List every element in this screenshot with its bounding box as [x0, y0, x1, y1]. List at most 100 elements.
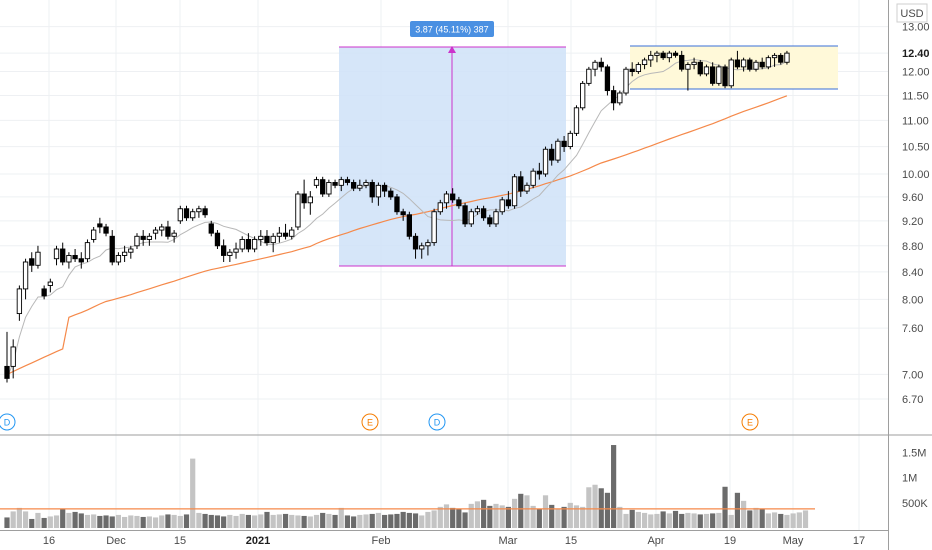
- candle-body: [598, 61, 604, 68]
- candle-body: [289, 229, 295, 237]
- candle-body: [400, 211, 406, 216]
- candle: [35, 245, 41, 269]
- volume-bar: [388, 514, 394, 528]
- candle-body: [208, 223, 214, 234]
- volume-bar: [753, 507, 759, 528]
- candle-body: [679, 54, 685, 70]
- candle-body: [214, 232, 221, 247]
- candle: [177, 205, 183, 224]
- candle-body: [641, 59, 648, 66]
- volume-bar: [468, 503, 474, 528]
- volume-bar: [586, 487, 592, 528]
- candle-body: [567, 132, 573, 148]
- price-axis[interactable]: USD 6.70 7.00 7.60 8.00 8.40 8.80 9.20 9.60 10.0…: [896, 3, 930, 406]
- candle: [208, 220, 214, 237]
- volume-bar: [109, 516, 115, 528]
- measure-tool[interactable]: 3.87 (45.11%) 387: [339, 21, 566, 267]
- volume-bar: [103, 515, 109, 528]
- volume-bar: [122, 516, 128, 528]
- candle-body: [109, 235, 115, 263]
- volume-tick-label: 1M: [902, 473, 917, 485]
- range-box[interactable]: [630, 45, 838, 90]
- candle: [641, 57, 648, 70]
- candle-body: [604, 66, 611, 92]
- event-marker[interactable]: D: [428, 413, 446, 431]
- candle: [326, 179, 332, 197]
- price-tick-label: 11.00: [902, 115, 929, 127]
- candle: [648, 50, 654, 67]
- volume-axis[interactable]: 500K 1M 1.5M: [902, 448, 928, 510]
- candle: [264, 230, 270, 246]
- currency-label: USD: [900, 8, 923, 20]
- candle: [53, 245, 60, 266]
- volume-bar: [771, 512, 778, 528]
- volume-bar: [177, 515, 183, 528]
- candle-body: [196, 208, 202, 213]
- price-tick-label: 8.80: [902, 241, 923, 253]
- candle-body: [53, 248, 60, 260]
- candle-body: [443, 193, 450, 204]
- volume-tick-label: 1.5M: [902, 448, 926, 460]
- event-marker-letter: D: [4, 418, 11, 428]
- candle-body: [295, 193, 301, 228]
- candle-body: [487, 217, 493, 225]
- volume-bar: [580, 506, 586, 528]
- volume-bar: [115, 514, 122, 528]
- candle-body: [313, 179, 320, 186]
- event-marker-circle: [0, 413, 16, 431]
- event-marker[interactable]: E: [741, 413, 759, 431]
- moving-average-long-line: [6, 95, 788, 375]
- candle: [78, 252, 84, 269]
- time-tick-label: 15: [565, 535, 577, 547]
- volume-bar: [592, 484, 598, 528]
- candle: [697, 59, 703, 77]
- candle-body: [635, 64, 642, 72]
- volume-bar: [629, 509, 635, 528]
- candle: [301, 179, 307, 209]
- candle-body: [245, 238, 252, 250]
- candle: [691, 57, 697, 70]
- candle: [10, 339, 16, 379]
- candle-body: [530, 170, 536, 186]
- candle: [22, 258, 29, 300]
- candle: [672, 50, 679, 58]
- price-tick-label: 9.20: [902, 216, 923, 228]
- candle: [443, 191, 450, 209]
- volume-bar: [561, 506, 567, 528]
- candle: [759, 57, 765, 70]
- candle: [245, 233, 252, 253]
- volume-bar: [4, 517, 10, 528]
- volume-bar: [245, 514, 252, 528]
- candle-body: [592, 61, 598, 70]
- event-marker[interactable]: D: [0, 413, 16, 431]
- candle-body: [350, 182, 357, 189]
- event-marker[interactable]: E: [361, 413, 379, 431]
- candle: [542, 146, 549, 177]
- candle-body: [35, 251, 41, 266]
- time-axis[interactable]: 16 Dec 15 2021 Feb Mar 15 Apr 19 May 17: [43, 535, 865, 547]
- candle: [134, 233, 140, 249]
- volume-bar: [196, 512, 202, 528]
- candle-body: [363, 182, 369, 186]
- candle: [734, 50, 741, 70]
- volume-bar: [666, 513, 672, 528]
- volume-bar: [493, 503, 499, 528]
- volume-bar: [10, 511, 16, 528]
- candle: [598, 57, 604, 72]
- candle: [388, 188, 394, 200]
- candle: [412, 233, 419, 259]
- candle-body: [202, 208, 208, 216]
- candle-body: [629, 68, 635, 72]
- candle: [487, 214, 493, 227]
- volume-bar: [140, 516, 146, 528]
- candle-body: [728, 59, 734, 87]
- candle-body: [270, 235, 276, 244]
- candle-body: [115, 255, 122, 263]
- volume-bar: [134, 515, 140, 528]
- volume-bar: [598, 488, 604, 528]
- candle-body: [60, 248, 66, 263]
- candle-body: [666, 52, 672, 59]
- volume-bar: [536, 508, 542, 528]
